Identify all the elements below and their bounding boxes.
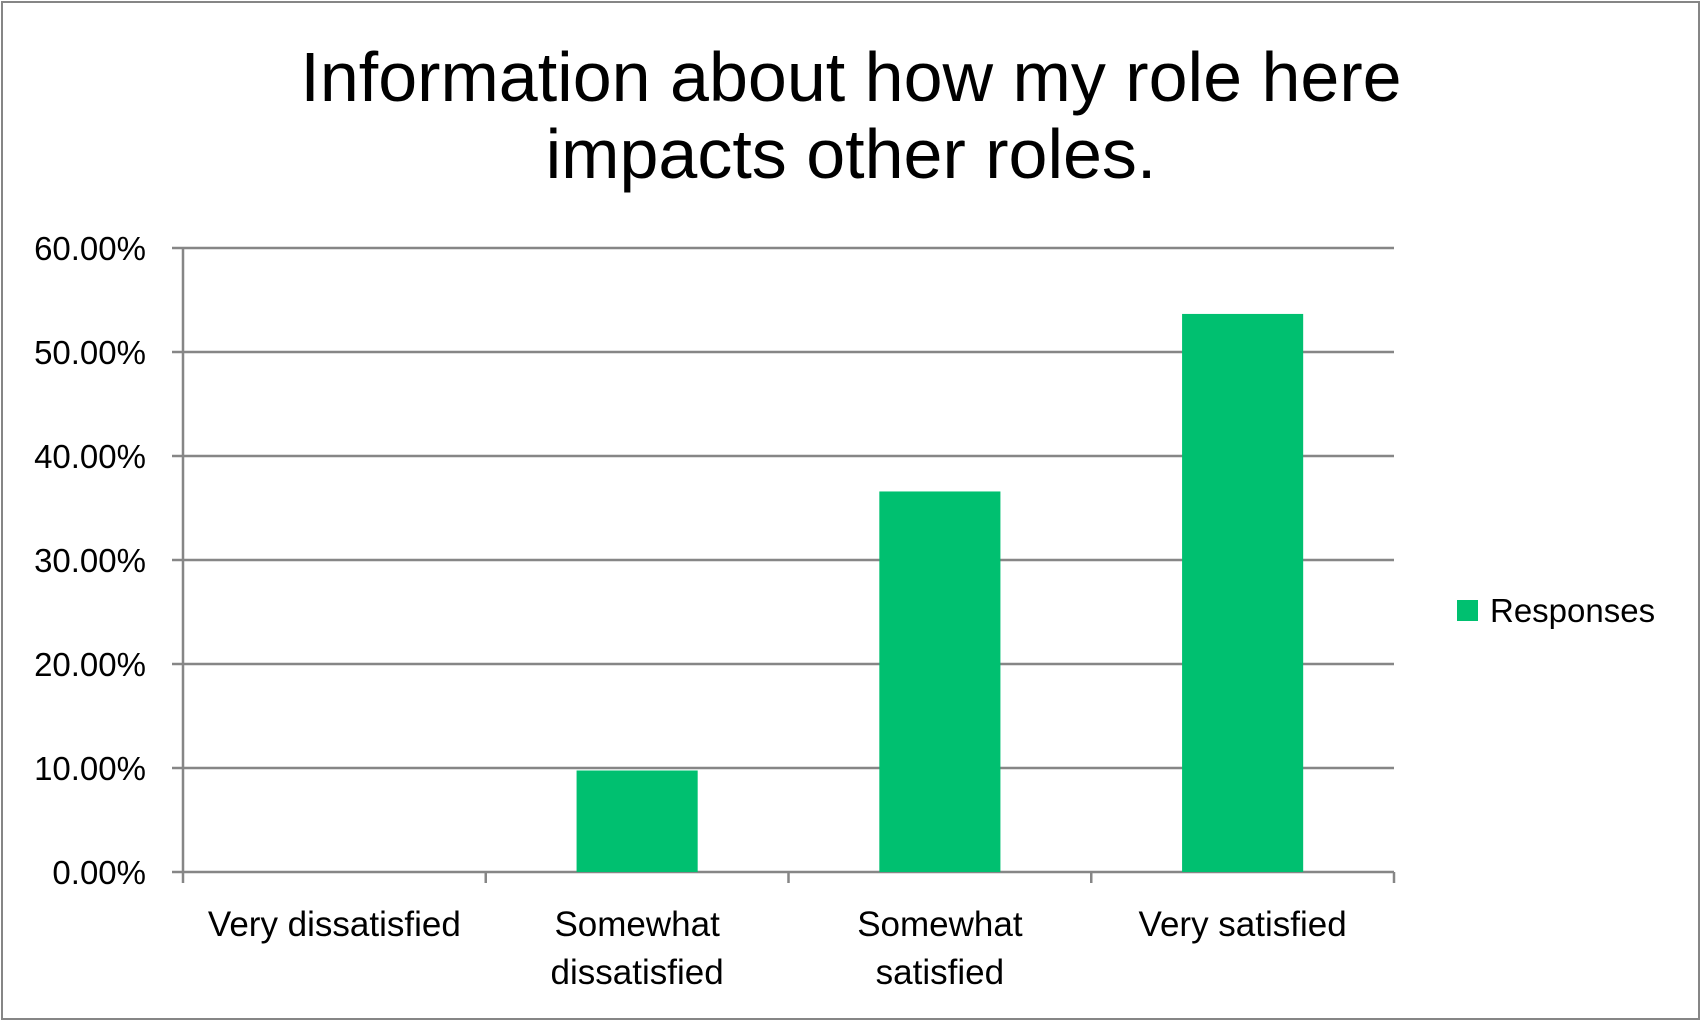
bars bbox=[576, 313, 1304, 872]
y-tick-label: 40.00% bbox=[34, 438, 146, 475]
y-tick-label: 20.00% bbox=[34, 646, 146, 683]
x-category-label: Very dissatisfied bbox=[208, 905, 461, 944]
y-tick-label: 30.00% bbox=[34, 542, 146, 579]
legend-swatch bbox=[1457, 600, 1478, 621]
x-category-label: dissatisfied bbox=[551, 953, 724, 992]
y-tick-label: 0.00% bbox=[52, 854, 146, 891]
x-category-label: Somewhat bbox=[857, 905, 1023, 944]
x-category-labels: Very dissatisfied Somewhat dissatisfied Som… bbox=[208, 905, 1347, 992]
bar bbox=[879, 491, 1001, 872]
bar bbox=[576, 770, 698, 872]
x-category-label: satisfied bbox=[876, 953, 1004, 992]
y-tick-label: 60.00% bbox=[34, 230, 146, 267]
bar bbox=[1182, 313, 1304, 872]
y-tick-label: 50.00% bbox=[34, 334, 146, 371]
x-category-label: Somewhat bbox=[554, 905, 720, 944]
chart-title-line: impacts other roles. bbox=[546, 115, 1157, 193]
legend: Responses bbox=[1457, 592, 1655, 629]
chart-title: Information about how my role hereimpact… bbox=[300, 38, 1401, 193]
y-tick-label: 10.00% bbox=[34, 750, 146, 787]
legend-label: Responses bbox=[1490, 592, 1655, 629]
x-category-label: Very satisfied bbox=[1139, 905, 1347, 944]
chart-title-line: Information about how my role here bbox=[300, 38, 1401, 116]
y-tick-labels: 0.00% 10.00% 20.00% 30.00% 40.00% 50.00% 60.00… bbox=[34, 230, 146, 891]
